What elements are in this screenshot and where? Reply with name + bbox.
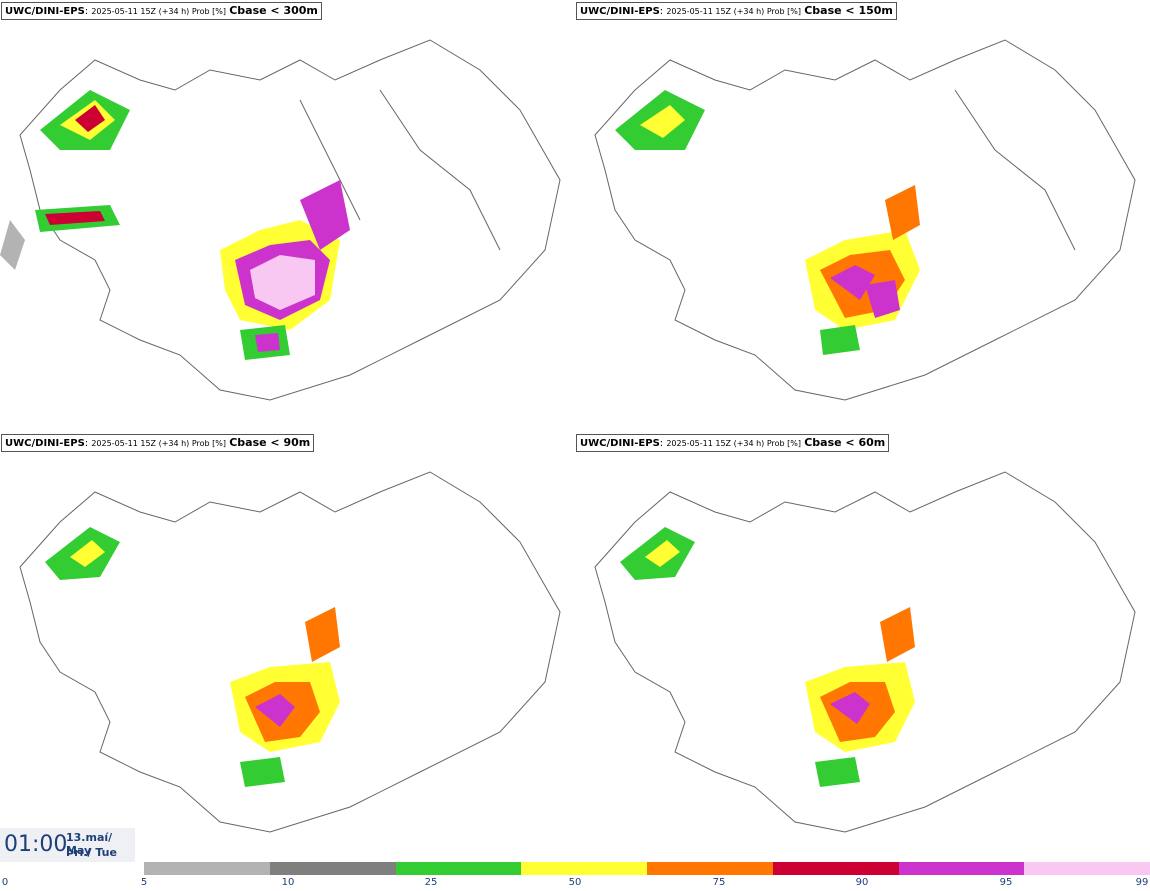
map-panel-300m: UWC/DINI-EPS: 2025-05-11 15Z (+34 h) Pro… [0, 0, 575, 432]
colorbar-bin [1024, 862, 1150, 875]
iceland-map [19, 471, 561, 833]
colorbar-bin [269, 862, 396, 875]
panel-title: UWC/DINI-EPS: 2025-05-11 15Z (+34 h) Pro… [1, 2, 322, 20]
valid-date-line-1: 13.maí/ May [66, 831, 113, 857]
colorbar-bin [647, 862, 773, 875]
colorbar-tick: 10 [281, 877, 295, 888]
colorbar-tick: 0 [1, 877, 9, 888]
colorbar-bin [521, 862, 647, 875]
colorbar-tick: 5 [140, 877, 148, 888]
panel-title: UWC/DINI-EPS: 2025-05-11 15Z (+34 h) Pro… [576, 2, 897, 20]
colorbar-bin [772, 862, 899, 875]
colorbar-tick: 95 [999, 877, 1013, 888]
iceland-map [594, 471, 1136, 833]
colorbar-tick: 90 [855, 877, 869, 888]
colorbar-bin [144, 862, 270, 875]
iceland-map [0, 39, 561, 401]
valid-date-line-2: Þri./ Tue [66, 846, 117, 859]
colorbar-tick: 25 [424, 877, 438, 888]
colorbar-tick: 99 [1135, 877, 1149, 888]
valid-time-clock: 01:00 [4, 832, 68, 857]
colorbar-bin [395, 862, 522, 875]
colorbar-tick: 75 [712, 877, 726, 888]
map-panel-60m: UWC/DINI-EPS: 2025-05-11 15Z (+34 h) Pro… [575, 432, 1150, 864]
map-panel-150m: UWC/DINI-EPS: 2025-05-11 15Z (+34 h) Pro… [575, 0, 1150, 432]
panel-title: UWC/DINI-EPS: 2025-05-11 15Z (+34 h) Pro… [1, 434, 315, 452]
valid-time-box: 01:00 13.maí/ May Þri./ Tue [0, 828, 135, 862]
colorbar-tick: 50 [568, 877, 582, 888]
iceland-map [594, 39, 1136, 401]
colorbar-bin [898, 862, 1025, 875]
map-panel-90m: UWC/DINI-EPS: 2025-05-11 15Z (+34 h) Pro… [0, 432, 575, 864]
probability-colorbar [144, 862, 1150, 875]
colorbar-ticks: 0 5 10 25 50 75 90 95 99 [0, 877, 1150, 891]
panel-title: UWC/DINI-EPS: 2025-05-11 15Z (+34 h) Pro… [576, 434, 890, 452]
